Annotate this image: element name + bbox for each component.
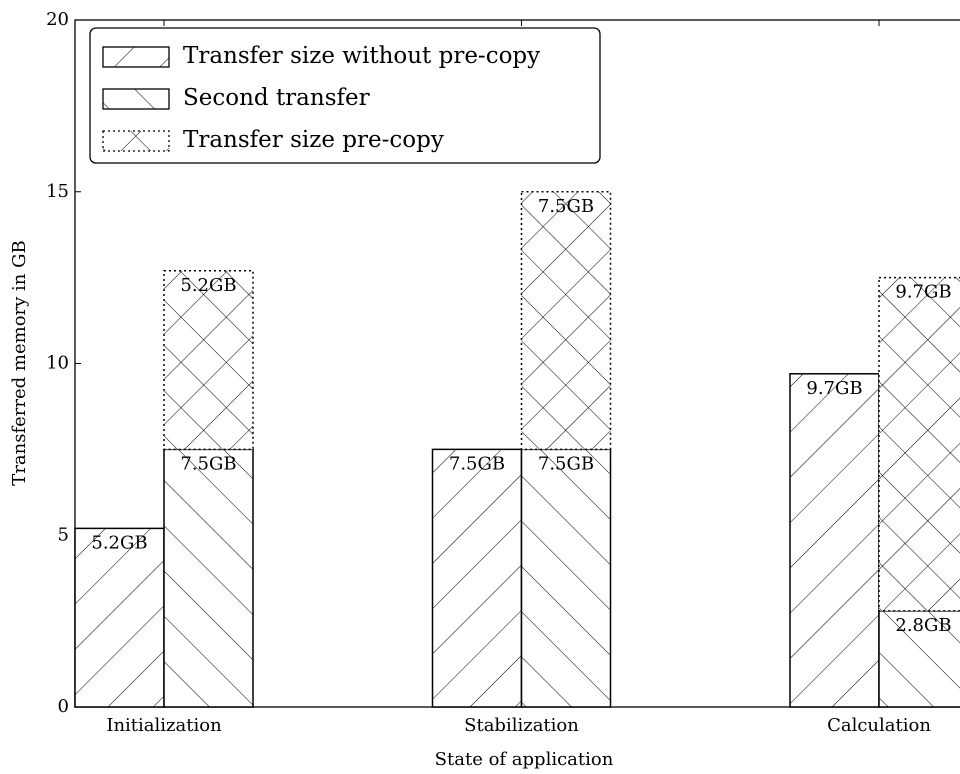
legend-label: Transfer size pre-copy bbox=[183, 127, 444, 153]
value-label: 5.2GB bbox=[180, 275, 236, 296]
bar-hatch bbox=[431, 448, 523, 708]
y-tick-label: 20 bbox=[46, 9, 69, 30]
x-axis-label: State of application bbox=[435, 749, 614, 770]
value-label: 9.7GB bbox=[806, 378, 862, 399]
value-label: 2.8GB bbox=[895, 615, 951, 636]
legend-label: Second transfer bbox=[183, 85, 370, 111]
legend-box bbox=[89, 27, 601, 164]
bar-hatch bbox=[520, 191, 612, 451]
value-label: 9.7GB bbox=[895, 282, 951, 303]
bar-hatch bbox=[163, 270, 254, 451]
value-label: 7.5GB bbox=[449, 453, 505, 474]
value-label: 5.2GB bbox=[91, 532, 147, 553]
value-label: 7.5GB bbox=[180, 453, 236, 474]
y-tick-label: 0 bbox=[58, 696, 69, 717]
x-tick-label: Stabilization bbox=[464, 715, 579, 736]
bar-hatch bbox=[520, 448, 612, 708]
legend-swatch bbox=[102, 88, 170, 110]
y-tick-label: 10 bbox=[46, 353, 69, 374]
bar-hatch bbox=[789, 373, 880, 708]
bars: 5.2GB 7.5GB 5.2GB 7.5GB 7.5GB 7.5GB 9.7GB 2.8GB… bbox=[74, 191, 960, 708]
legend-label: Transfer size without pre-copy bbox=[183, 43, 540, 69]
y-axis-label: Transferred memory in GB bbox=[9, 240, 30, 485]
legend-swatch bbox=[102, 46, 170, 68]
value-label: 7.5GB bbox=[538, 196, 594, 217]
y-tick-label: 5 bbox=[58, 524, 69, 545]
x-tick-label: Calculation bbox=[827, 715, 931, 736]
bar-hatch bbox=[163, 448, 254, 708]
bar-hatch bbox=[878, 276, 960, 612]
value-label: 7.5GB bbox=[538, 453, 594, 474]
x-tick-label: Initialization bbox=[106, 715, 222, 736]
bar-hatch bbox=[74, 527, 165, 708]
y-tick-label: 15 bbox=[46, 181, 69, 202]
legend-swatch bbox=[102, 130, 170, 152]
